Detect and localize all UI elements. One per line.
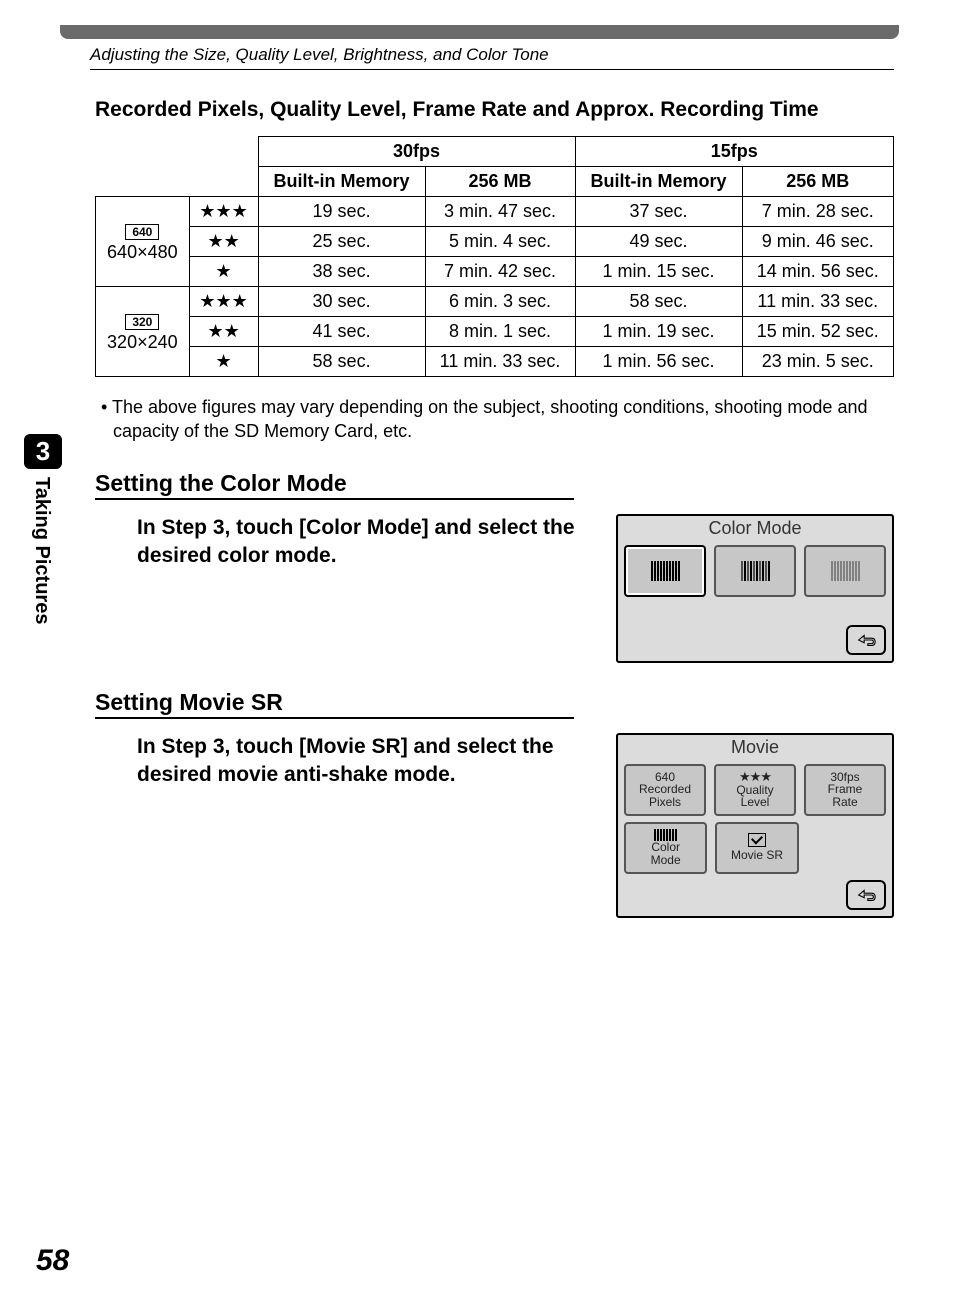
quality-level-button[interactable]: ★★★ Quality Level [714,764,796,816]
movie-sr-section: Setting Movie SR In Step 3, touch [Movie… [95,689,894,918]
check-icon [748,833,766,847]
stars-icon: ★★★ [739,770,771,784]
table-row: ★ 58 sec. 11 min. 33 sec. 1 min. 56 sec.… [96,347,894,377]
data-cell: 37 sec. [575,197,742,227]
color-mode-panel: Color Mode [616,514,894,663]
stars-cell: ★ [189,347,258,377]
data-cell: 23 min. 5 sec. [742,347,893,377]
button-line: Mode [651,854,681,867]
page-number: 58 [36,1244,69,1278]
back-icon [855,887,877,903]
table-row: 320 320×240 ★★★ 30 sec. 6 min. 3 sec. 58… [96,287,894,317]
data-cell: 1 min. 15 sec. [575,257,742,287]
resolution-badge: 320 [125,314,159,330]
stars-cell: ★★ [189,227,258,257]
recording-time-table: 30fps 15fps Built-in Memory 256 MB Built… [95,136,894,377]
fps-header: 30fps [258,137,575,167]
section-title: Recorded Pixels, Quality Level, Frame Ra… [95,98,894,122]
table-row: ★ 38 sec. 7 min. 42 sec. 1 min. 15 sec. … [96,257,894,287]
instruction-text: In Step 3, touch [Movie SR] and select t… [95,733,598,790]
back-button[interactable] [846,625,886,655]
breadcrumb: Adjusting the Size, Quality Level, Brigh… [90,45,894,70]
sub-header: Built-in Memory [575,167,742,197]
sub-header: 256 MB [742,167,893,197]
page: Adjusting the Size, Quality Level, Brigh… [0,0,954,1314]
chapter-label: Taking Pictures [24,469,53,624]
stars-cell: ★★ [189,317,258,347]
panel-title: Color Mode [618,516,892,541]
footnote: The above figures may vary depending on … [95,395,894,444]
movie-sr-button[interactable]: Movie SR [715,822,798,874]
resolution-text: 640×480 [107,242,178,262]
data-cell: 3 min. 47 sec. [425,197,575,227]
data-cell: 6 min. 3 sec. [425,287,575,317]
panel-title: Movie [618,735,892,760]
table-row: ★★ 41 sec. 8 min. 1 sec. 1 min. 19 sec. … [96,317,894,347]
data-cell: 1 min. 56 sec. [575,347,742,377]
fps-header: 15fps [575,137,894,167]
data-cell: 5 min. 4 sec. [425,227,575,257]
data-cell: 1 min. 19 sec. [575,317,742,347]
data-cell: 58 sec. [575,287,742,317]
table-row: 640 640×480 ★★★ 19 sec. 3 min. 47 sec. 3… [96,197,894,227]
resolution-cell: 640 640×480 [96,197,190,287]
color-mode-option-bw[interactable] [714,545,796,597]
data-cell: 15 min. 52 sec. [742,317,893,347]
data-cell: 19 sec. [258,197,425,227]
resolution-badge: 640 [125,224,159,240]
barcode-icon [651,561,680,581]
instruction-text: In Step 3, touch [Color Mode] and select… [95,514,598,571]
movie-panel: Movie 640 Recorded Pixels ★★★ Quality Le… [616,733,894,918]
button-line: Movie SR [731,849,783,862]
button-line: Pixels [649,796,681,809]
stars-cell: ★★★ [189,197,258,227]
data-cell: 38 sec. [258,257,425,287]
sub-header: Built-in Memory [258,167,425,197]
data-cell: 7 min. 28 sec. [742,197,893,227]
data-cell: 11 min. 33 sec. [742,287,893,317]
data-cell: 58 sec. [258,347,425,377]
header-bar [60,25,899,39]
chapter-tab: 3 Taking Pictures [24,434,62,624]
recorded-pixels-button[interactable]: 640 Recorded Pixels [624,764,706,816]
button-line: Frame [828,783,863,796]
color-mode-option-sepia[interactable] [804,545,886,597]
button-line: Rate [832,796,857,809]
frame-rate-button[interactable]: 30fps Frame Rate [804,764,886,816]
data-cell: 30 sec. [258,287,425,317]
table-corner [96,137,259,197]
data-cell: 25 sec. [258,227,425,257]
sub-header: 256 MB [425,167,575,197]
color-mode-option-full[interactable] [624,545,706,597]
subsection-heading: Setting the Color Mode [95,470,574,500]
resolution-cell: 320 320×240 [96,287,190,377]
data-cell: 49 sec. [575,227,742,257]
color-mode-button[interactable]: Color Mode [624,822,707,874]
barcode-icon [741,561,770,581]
back-button[interactable] [846,880,886,910]
spacer [807,822,886,874]
color-mode-section: Setting the Color Mode In Step 3, touch … [95,470,894,663]
resolution-text: 320×240 [107,332,178,352]
stars-cell: ★ [189,257,258,287]
table-row: ★★ 25 sec. 5 min. 4 sec. 49 sec. 9 min. … [96,227,894,257]
back-icon [855,632,877,648]
button-line: Color [651,841,680,854]
data-cell: 11 min. 33 sec. [425,347,575,377]
data-cell: 8 min. 1 sec. [425,317,575,347]
data-cell: 41 sec. [258,317,425,347]
data-cell: 14 min. 56 sec. [742,257,893,287]
chapter-number: 3 [24,434,62,469]
barcode-icon [831,561,860,581]
data-cell: 7 min. 42 sec. [425,257,575,287]
data-cell: 9 min. 46 sec. [742,227,893,257]
button-line: Level [741,796,770,809]
subsection-heading: Setting Movie SR [95,689,574,719]
stars-cell: ★★★ [189,287,258,317]
button-line: Recorded [639,783,691,796]
